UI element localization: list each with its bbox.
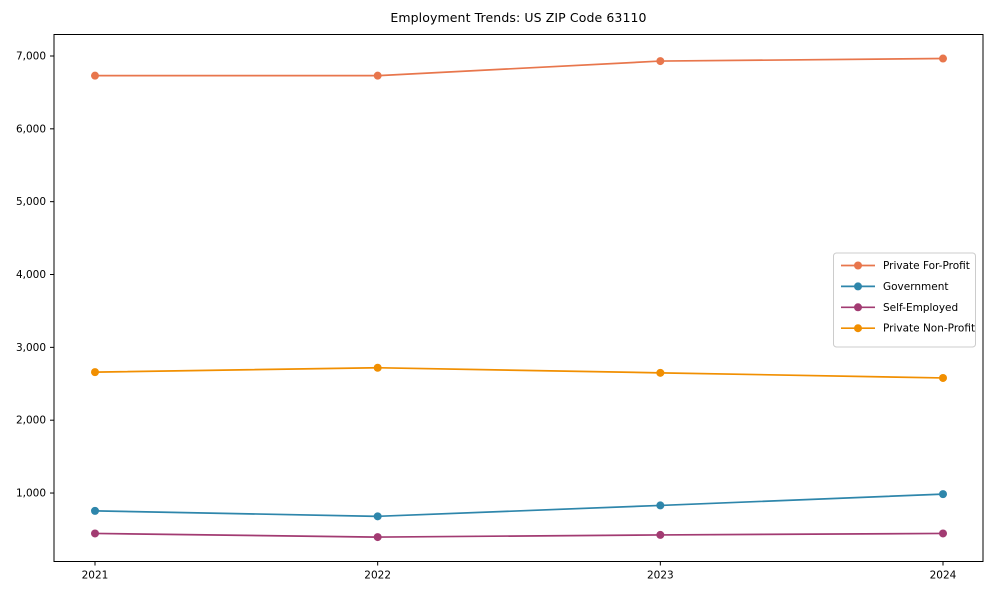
series-line-self-employed — [94, 532, 944, 538]
y-tick-label: 5,000 — [16, 196, 46, 208]
plot-border — [53, 34, 984, 562]
x-tick-label: 2022 — [364, 570, 391, 582]
series-line-private-non-profit — [94, 366, 944, 379]
legend-box — [833, 252, 976, 348]
legend-label-private-for-profit: Private For-Profit — [883, 260, 970, 272]
x-tick-label: 2021 — [82, 570, 109, 582]
y-tick-label: 2,000 — [16, 415, 46, 427]
data-point-private-for-profit-2022 — [373, 71, 382, 80]
data-point-self-employed-2023 — [656, 530, 665, 539]
data-point-government-2023 — [656, 501, 665, 510]
y-tick-label: 7,000 — [16, 50, 46, 62]
data-point-private-non-profit-2024 — [939, 373, 947, 382]
data-point-self-employed-2024 — [939, 529, 947, 538]
data-point-private-non-profit-2021 — [91, 368, 99, 377]
legend-label-self-employed: Self-Employed — [883, 302, 958, 314]
data-point-private-for-profit-2024 — [939, 54, 947, 63]
y-tick-label: 1,000 — [16, 488, 46, 500]
chart-title: Employment Trends: US ZIP Code 63110 — [390, 10, 647, 25]
data-point-private-non-profit-2023 — [656, 368, 665, 377]
y-tick-label: 4,000 — [16, 269, 46, 281]
data-point-government-2021 — [91, 506, 99, 515]
series-line-private-for-profit — [95, 57, 944, 77]
legend-marker-self-employed — [854, 303, 862, 312]
data-point-self-employed-2022 — [373, 533, 382, 542]
legend-marker-private-non-profit — [854, 324, 862, 333]
data-point-private-for-profit-2023 — [656, 57, 665, 66]
data-point-government-2022 — [373, 512, 382, 521]
x-tick-label: 2023 — [647, 570, 674, 582]
series-line-government — [94, 493, 944, 518]
data-point-self-employed-2021 — [91, 529, 99, 538]
x-tick-label: 2024 — [930, 570, 957, 582]
legend-marker-private-for-profit — [854, 261, 862, 270]
y-tick-label: 3,000 — [16, 342, 46, 354]
legend-marker-government — [854, 282, 862, 291]
y-tick-label: 6,000 — [16, 123, 46, 135]
data-point-government-2024 — [939, 490, 947, 499]
data-point-private-for-profit-2021 — [91, 71, 99, 80]
legend-label-private-non-profit: Private Non-Profit — [883, 323, 975, 335]
data-point-private-non-profit-2022 — [373, 363, 382, 372]
legend-label-government: Government — [883, 281, 948, 293]
